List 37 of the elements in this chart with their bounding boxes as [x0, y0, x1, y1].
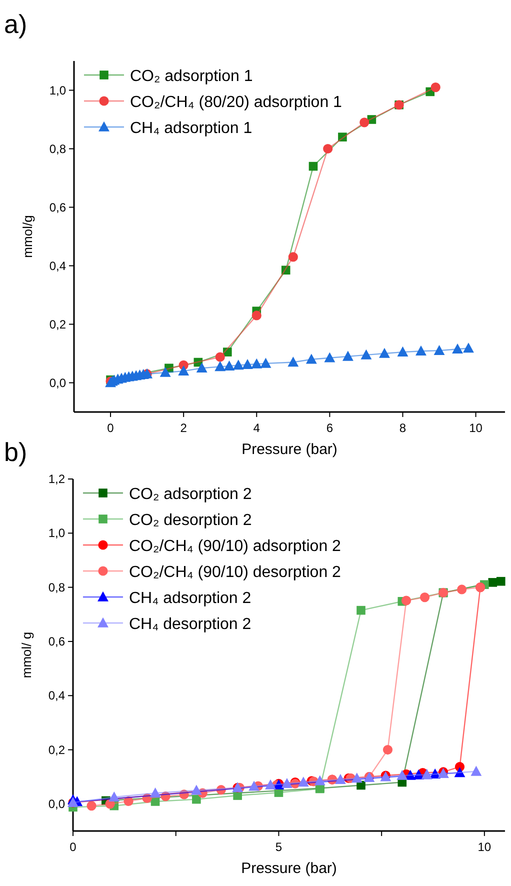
x-axis-title: Pressure (bar) [242, 441, 338, 458]
y-tick-label: 0,4 [48, 688, 66, 703]
legend-label: CO₂/CH₄ (90/10) adsorption 2 [129, 538, 342, 555]
x-tick-label: 0 [107, 421, 114, 435]
y-tick-label: 0,8 [48, 580, 66, 594]
x-tick-label: 2 [180, 421, 188, 435]
x-tick-label: 4 [253, 421, 260, 435]
legend-label: CO₂ adsorption 2 [129, 486, 252, 503]
legend-label: CO₂ adsorption 1 [130, 68, 253, 85]
legend-label: CH₄ desorption 2 [129, 616, 252, 633]
legend-label: CH₄ adsorption 2 [129, 590, 252, 607]
chart-title: a) [4, 9, 28, 39]
y-tick-label: 0,8 [49, 142, 66, 156]
y-axis-title: mmol/g [20, 215, 35, 258]
legend-label: CO₂/CH₄ (90/10) desorption 2 [129, 564, 342, 581]
x-tick-label: 5 [275, 840, 282, 854]
y-axis-title: mmol/ g [19, 632, 34, 678]
x-tick-label: 10 [469, 421, 483, 435]
y-tick-label: 0,2 [49, 317, 66, 332]
x-axis-title: Pressure (bar) [241, 860, 337, 877]
y-tick-label: 0,0 [48, 796, 66, 811]
x-tick-label: 6 [326, 421, 334, 435]
y-tick-label: 0,6 [49, 200, 66, 214]
x-tick-label: 0 [70, 840, 77, 854]
y-tick-label: 0,6 [48, 634, 66, 648]
y-tick-label: 0,2 [48, 742, 66, 757]
x-tick-label: 10 [478, 840, 492, 854]
y-tick-label: 1,2 [48, 472, 66, 486]
y-tick-label: 1,0 [48, 526, 66, 540]
y-tick-label: 1,0 [49, 83, 66, 98]
legend-label: CO₂/CH₄ (80/20) adsorption 1 [130, 94, 342, 111]
legend-label: CO₂ desorption 2 [129, 512, 252, 529]
x-tick-label: 8 [399, 421, 406, 435]
y-tick-label: 0,4 [49, 258, 66, 273]
legend-label: CH₄ adsorption 1 [130, 120, 252, 137]
chart-title: b) [4, 437, 28, 467]
y-tick-label: 0,0 [49, 376, 66, 390]
